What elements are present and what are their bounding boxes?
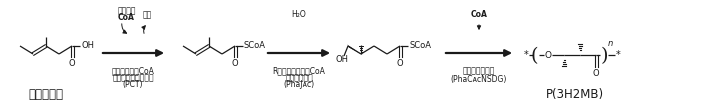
Text: OH: OH — [82, 42, 95, 51]
Text: アセチル: アセチル — [118, 7, 136, 16]
Text: (PhaCᴀcNSDG): (PhaCᴀcNSDG) — [451, 75, 507, 84]
Text: チグリン酸: チグリン酸 — [28, 88, 63, 101]
Text: トランスフェラーゼ: トランスフェラーゼ — [112, 73, 154, 82]
Text: *: * — [616, 50, 621, 60]
Text: プロピオニルCoA: プロピオニルCoA — [111, 66, 155, 75]
Text: ): ) — [600, 47, 608, 65]
Text: O: O — [397, 59, 403, 68]
Text: O: O — [593, 69, 599, 78]
Text: 重合酵素改変体: 重合酵素改変体 — [463, 66, 495, 75]
Text: SCoA: SCoA — [244, 42, 266, 51]
Text: O: O — [545, 51, 552, 59]
Text: H₂O: H₂O — [292, 11, 307, 20]
Text: O: O — [69, 59, 75, 68]
Text: n: n — [607, 39, 613, 48]
Text: R特異的エノイルCoA: R特異的エノイルCoA — [273, 66, 325, 75]
Text: *: * — [524, 50, 528, 60]
Text: CoA: CoA — [471, 11, 488, 20]
Text: O: O — [231, 59, 239, 68]
Text: 酢酸: 酢酸 — [143, 11, 152, 20]
Text: SCoA: SCoA — [409, 42, 431, 51]
Text: OH: OH — [336, 55, 349, 63]
Text: ヒドラターゼ: ヒドラターゼ — [285, 73, 313, 82]
Text: (PhaJᴀc): (PhaJᴀc) — [283, 80, 315, 89]
Text: CoA: CoA — [118, 14, 135, 23]
Text: (: ( — [530, 47, 537, 65]
Text: P(3H2MB): P(3H2MB) — [546, 88, 604, 101]
Polygon shape — [347, 45, 361, 54]
Text: (PCT): (PCT) — [123, 80, 143, 89]
